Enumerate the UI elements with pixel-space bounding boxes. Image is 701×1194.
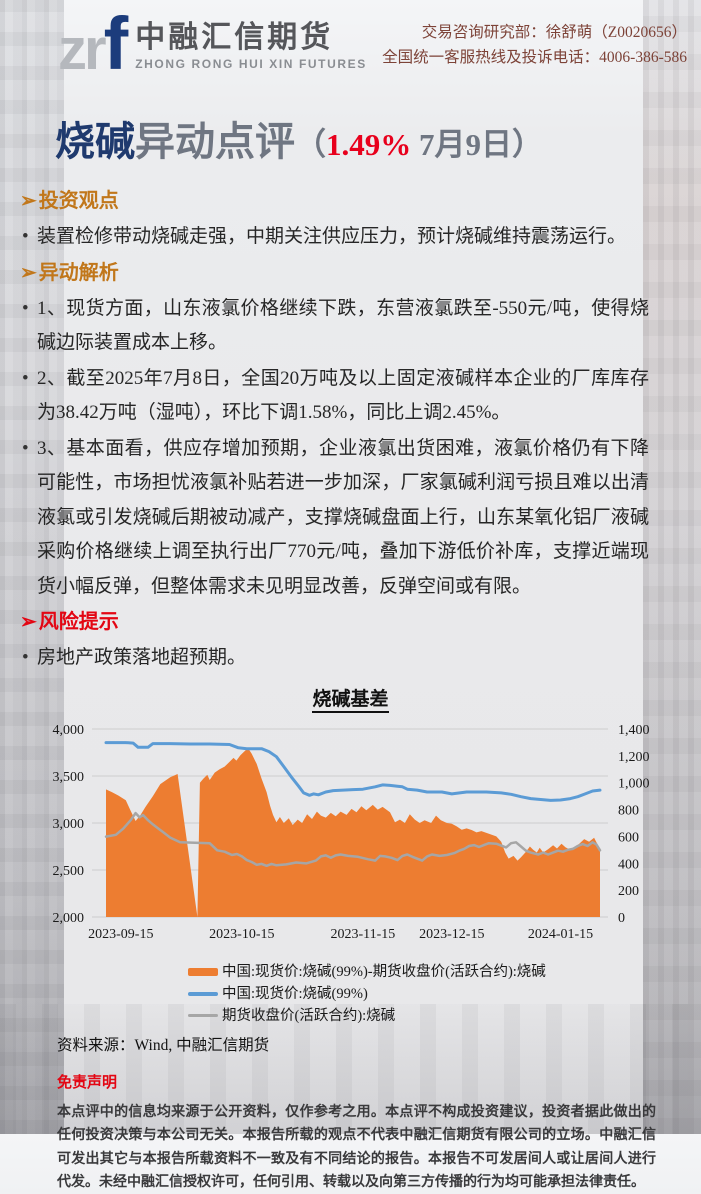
right-axis-tick: 200 bbox=[618, 884, 639, 899]
brand-name-en: ZHONG RONG HUI XIN FUTURES bbox=[135, 57, 367, 71]
basis-area-series bbox=[106, 748, 600, 917]
basis-chart-section: 烧碱基差 2,000 2,500 3,000 3,500 4,000 0 200 400 600… bbox=[0, 684, 701, 1055]
basis-series-swatch bbox=[188, 967, 218, 976]
arrow-icon: ➢ bbox=[20, 611, 37, 633]
header: zrf 中融汇信期货 ZHONG RONG HUI XIN FUTURES 交易… bbox=[0, 0, 701, 96]
right-axis-tick: 400 bbox=[618, 857, 639, 872]
report-body: ➢投资观点 装置检修带动烧碱走强，中期关注供应压力，预计烧碱维持震荡运行。 ➢异… bbox=[0, 177, 701, 676]
title-paren-open: （ bbox=[295, 127, 326, 162]
chart-title: 烧碱基差 bbox=[0, 684, 701, 713]
right-axis-tick: 800 bbox=[618, 803, 639, 818]
analysis-bullet-3: 3、基本面看，供应存增加预期，企业液氯出货困难，液氯价格仍有下降可能性，市场担忧… bbox=[20, 432, 649, 605]
legend-label-basis: 中国:现货价:烧碱(99%)-期货收盘价(活跃合约):烧碱 bbox=[222, 963, 546, 980]
analysis-bullet-2: 2、截至2025年7月8日，全国20万吨及以上固定液碱样本企业的厂库库存为38.… bbox=[20, 362, 649, 431]
arrow-icon: ➢ bbox=[20, 261, 37, 284]
basis-chart: 2,000 2,500 3,000 3,500 4,000 0 200 400 600 800 1,… bbox=[53, 723, 650, 942]
company-logo: zrf 中融汇信期货 ZHONG RONG HUI XIN FUTURES bbox=[58, 7, 367, 97]
futures-series-swatch bbox=[188, 1014, 218, 1017]
left-axis-tick: 2,500 bbox=[53, 864, 85, 879]
right-axis-tick: 1,400 bbox=[618, 723, 650, 738]
futures-line-series bbox=[104, 811, 602, 867]
x-axis-tick: 2024-01-15 bbox=[528, 927, 593, 942]
logo-f-letter: f bbox=[103, 2, 129, 85]
legend-item-futures: 期货收盘价(活跃合约):烧碱 bbox=[188, 1007, 701, 1025]
logo-zr-letters: zr bbox=[58, 17, 107, 82]
section-investment-label: 投资观点 bbox=[38, 190, 119, 212]
brand-name-cn: 中融汇信期货 bbox=[135, 21, 334, 54]
data-source-line: 资料来源：Wind, 中融汇信期货 bbox=[57, 1036, 270, 1054]
section-investment-heading: ➢ 投资观点 bbox=[20, 185, 649, 218]
right-axis-tick: 1,200 bbox=[618, 749, 650, 764]
x-axis-tick: 2023-11-15 bbox=[330, 927, 395, 942]
left-axis-tick: 2,000 bbox=[53, 911, 85, 926]
logo-mark: zrf bbox=[58, 7, 128, 97]
contact-hotline: 全国统一客服热线及投诉电话：4006-386-586 bbox=[382, 49, 687, 66]
section-analysis-heading: ➢ 异动解析 bbox=[20, 257, 649, 290]
right-axis-tick: 1,000 bbox=[618, 776, 650, 791]
title-date: 7月9日 bbox=[411, 127, 512, 162]
title-change-percent: 1.49% bbox=[326, 127, 412, 162]
brand-block: 中融汇信期货 ZHONG RONG HUI XIN FUTURES bbox=[135, 21, 367, 71]
title-product: 烧碱 bbox=[55, 119, 135, 164]
disclaimer-section: 免责声明 本点评中的信息均来源于公开资料，仅作参考之用。本点评不构成投资建议，投… bbox=[57, 1071, 656, 1194]
disclaimer-heading: 免责声明 bbox=[57, 1073, 118, 1091]
legend-label-futures: 期货收盘价(活跃合约):烧碱 bbox=[222, 1007, 396, 1024]
risk-bullet: 房地产政策落地超预期。 bbox=[20, 641, 649, 676]
right-axis-tick: 600 bbox=[618, 830, 639, 845]
right-axis-tick: 0 bbox=[618, 911, 625, 926]
title-suffix: 异动点评 bbox=[135, 119, 295, 164]
section-analysis-label: 异动解析 bbox=[38, 261, 119, 284]
section-risk-heading: ➢ 风险提示 bbox=[20, 606, 649, 639]
left-axis-tick: 3,500 bbox=[53, 770, 85, 785]
legend-item-basis: 中国:现货价:烧碱(99%)-期货收盘价(活跃合约):烧碱 bbox=[188, 963, 701, 981]
x-axis-tick: 2023-12-15 bbox=[419, 927, 484, 942]
investment-bullet: 装置检修带动烧碱走强，中期关注供应压力，预计烧碱维持震荡运行。 bbox=[20, 220, 649, 255]
section-risk-label: 风险提示 bbox=[38, 611, 119, 633]
disclaimer-text: 本点评中的信息均来源于公开资料，仅作参考之用。本点评不构成投资建议，投资者据此做… bbox=[57, 1102, 656, 1190]
chart-legend: 中国:现货价:烧碱(99%)-期货收盘价(活跃合约):烧碱 中国:现货价:烧碱(… bbox=[188, 963, 701, 1025]
contact-research-dept: 交易咨询研究部：徐舒萌（Z0020656） bbox=[421, 24, 687, 41]
legend-label-spot: 中国:现货价:烧碱(99%) bbox=[222, 985, 368, 1002]
left-axis-tick: 4,000 bbox=[53, 723, 85, 738]
spot-series-swatch bbox=[188, 991, 218, 996]
title-paren-close: ） bbox=[512, 127, 543, 162]
contact-info: 交易咨询研究部：徐舒萌（Z0020656） 全国统一客服热线及投诉电话：4006… bbox=[382, 12, 691, 70]
analysis-bullet-1: 1、现货方面，山东液氯价格继续下跌，东营液氯跌至-550元/吨，使得烧碱边际装置… bbox=[20, 292, 649, 361]
x-axis-tick: 2023-09-15 bbox=[88, 927, 153, 942]
page-title: 烧碱异动点评（1.49% 7月9日） bbox=[55, 116, 701, 177]
legend-item-spot: 中国:现货价:烧碱(99%) bbox=[188, 985, 701, 1003]
spot-line-series bbox=[104, 740, 602, 802]
left-axis-tick: 3,000 bbox=[53, 817, 85, 832]
x-axis-tick: 2023-10-15 bbox=[209, 927, 274, 942]
arrow-icon: ➢ bbox=[20, 190, 37, 212]
